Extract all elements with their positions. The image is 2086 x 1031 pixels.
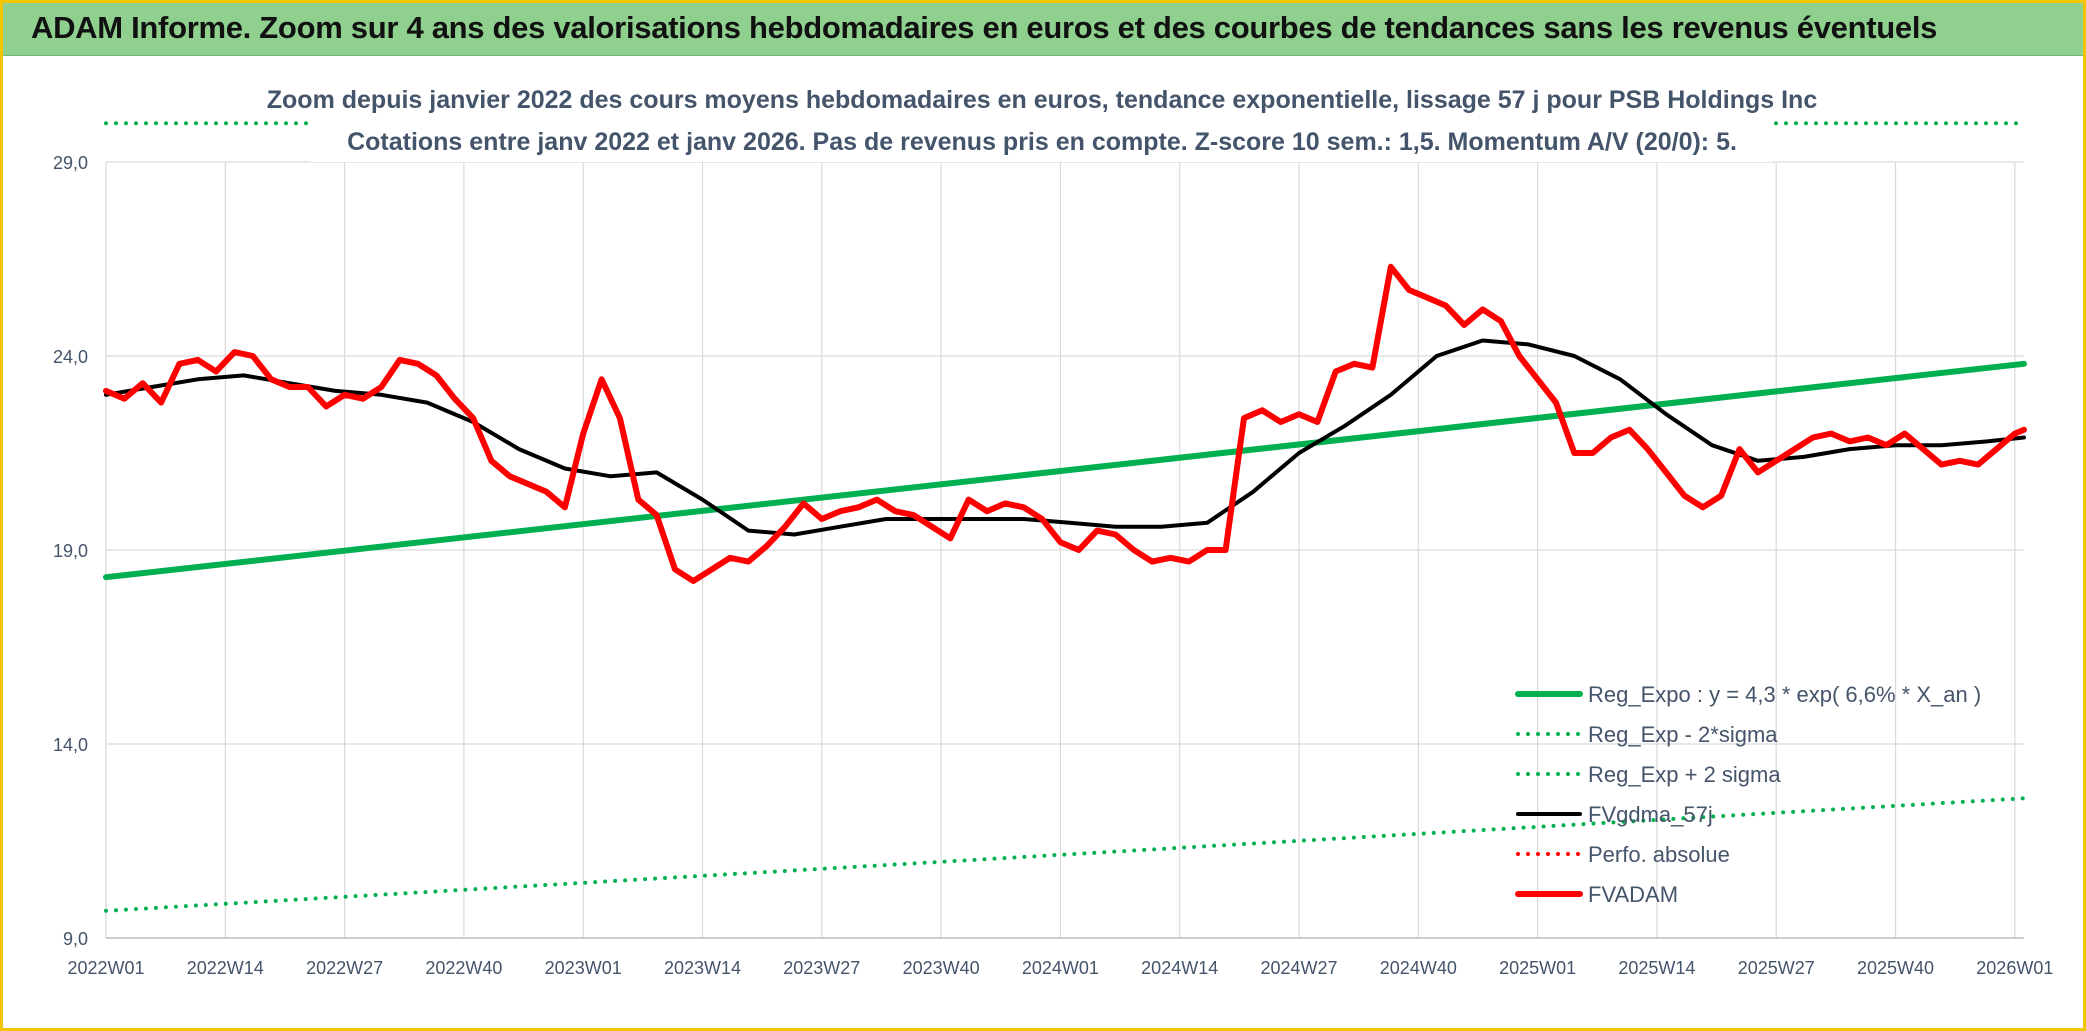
x-tick-label: 2024W27 [1260,958,1337,978]
series-line [104,338,2026,537]
x-tick-label: 2023W40 [903,958,980,978]
x-tick-label: 2022W27 [306,958,383,978]
x-tick-label: 2025W40 [1857,958,1934,978]
series-line [104,796,2026,913]
x-tick-label: 2022W01 [67,958,144,978]
y-tick-label: 19,0 [53,541,88,561]
x-tick-label: 2022W40 [425,958,502,978]
legend-label: FVgdma_57j [1588,802,1713,827]
y-tick-label: 24,0 [53,347,88,367]
x-tick-label: 2023W01 [545,958,622,978]
x-tick-label: 2025W14 [1618,958,1695,978]
x-tick-label: 2024W01 [1022,958,1099,978]
x-tick-label: 2022W14 [187,958,264,978]
subtitle-box [310,76,1772,162]
legend-label: Reg_Exp + 2 sigma [1588,762,1781,787]
series-line [103,263,2027,584]
y-tick-label: 14,0 [53,735,88,755]
x-tick-label: 2024W14 [1141,958,1218,978]
x-tick-label: 2025W01 [1499,958,1576,978]
legend-label: FVADAM [1588,882,1678,907]
legend-label: Reg_Exp - 2*sigma [1588,722,1778,747]
y-tick-label: 9,0 [63,929,88,949]
chart-subtitle-line: Zoom depuis janvier 2022 des cours moyen… [267,86,1818,114]
y-tick-label: 29,0 [53,153,88,173]
x-tick-label: 2026W01 [1976,958,2053,978]
x-tick-label: 2025W27 [1738,958,1815,978]
title-banner: ADAM Informe. Zoom sur 4 ans des valoris… [3,3,2083,56]
x-tick-label: 2023W14 [664,958,741,978]
legend-label: Reg_Expo : y = 4,3 * exp( 6,6% * X_an ) [1588,682,1981,707]
series-line [103,360,2027,581]
x-tick-label: 2024W40 [1380,958,1457,978]
legend-label: Perfo. absolue [1588,842,1730,867]
banner-title: ADAM Informe. Zoom sur 4 ans des valoris… [31,10,1938,45]
chart-subtitle-line: Cotations entre janv 2022 et janv 2026. … [347,128,1737,156]
x-tick-label: 2023W27 [783,958,860,978]
